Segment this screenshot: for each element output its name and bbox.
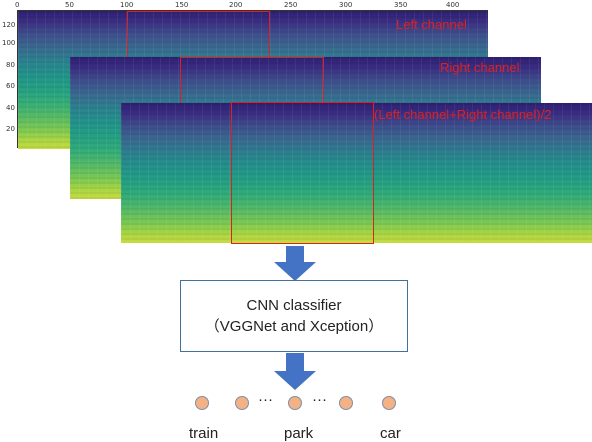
class-label-train: train bbox=[189, 425, 219, 442]
y-tick-label: 80 bbox=[6, 61, 15, 69]
left-channel-label: Left channel bbox=[396, 17, 467, 32]
y-tick-label: 20 bbox=[6, 125, 15, 133]
mean-channel-roi bbox=[231, 102, 374, 244]
output-ellipsis: ··· bbox=[258, 391, 273, 408]
x-tick-label: 150 bbox=[175, 1, 189, 9]
mean-channel-spectrogram bbox=[121, 103, 592, 243]
down-arrow-shape bbox=[274, 353, 316, 390]
down-arrow-icon bbox=[274, 246, 316, 281]
output-ellipsis: ··· bbox=[312, 391, 327, 408]
cnn-classifier-box: CNN classifier （VGGNet and Xception） bbox=[180, 280, 408, 352]
x-tick-label: 350 bbox=[394, 1, 408, 9]
output-node-car bbox=[382, 396, 396, 410]
classifier-title: CNN classifier bbox=[246, 297, 342, 314]
y-tick-label: 40 bbox=[6, 104, 15, 112]
down-arrow-shape bbox=[274, 246, 316, 281]
output-node bbox=[235, 396, 249, 410]
x-tick-label: 100 bbox=[120, 1, 134, 9]
mean-channel-label: (Left channel+Right channel)/2 bbox=[374, 107, 552, 122]
classifier-models: （VGGNet and Xception） bbox=[204, 318, 384, 335]
output-node-park bbox=[288, 396, 302, 410]
y-axis-line bbox=[17, 10, 18, 148]
x-axis-line bbox=[18, 10, 488, 11]
x-tick-label: 400 bbox=[446, 1, 460, 9]
x-tick-label: 0 bbox=[15, 1, 20, 9]
class-label-park: park bbox=[284, 425, 314, 442]
y-tick-label: 100 bbox=[2, 39, 16, 47]
x-tick-label: 250 bbox=[284, 1, 298, 9]
down-arrow-icon bbox=[274, 353, 316, 390]
right-channel-label: Right channel bbox=[440, 60, 520, 75]
output-node-train bbox=[195, 396, 209, 410]
x-tick-label: 200 bbox=[229, 1, 243, 9]
class-label-car: car bbox=[380, 425, 401, 442]
output-node bbox=[339, 396, 353, 410]
y-tick-label: 120 bbox=[2, 21, 16, 29]
y-tick-label: 60 bbox=[6, 82, 15, 90]
x-tick-label: 50 bbox=[65, 1, 74, 9]
x-tick-label: 300 bbox=[339, 1, 353, 9]
